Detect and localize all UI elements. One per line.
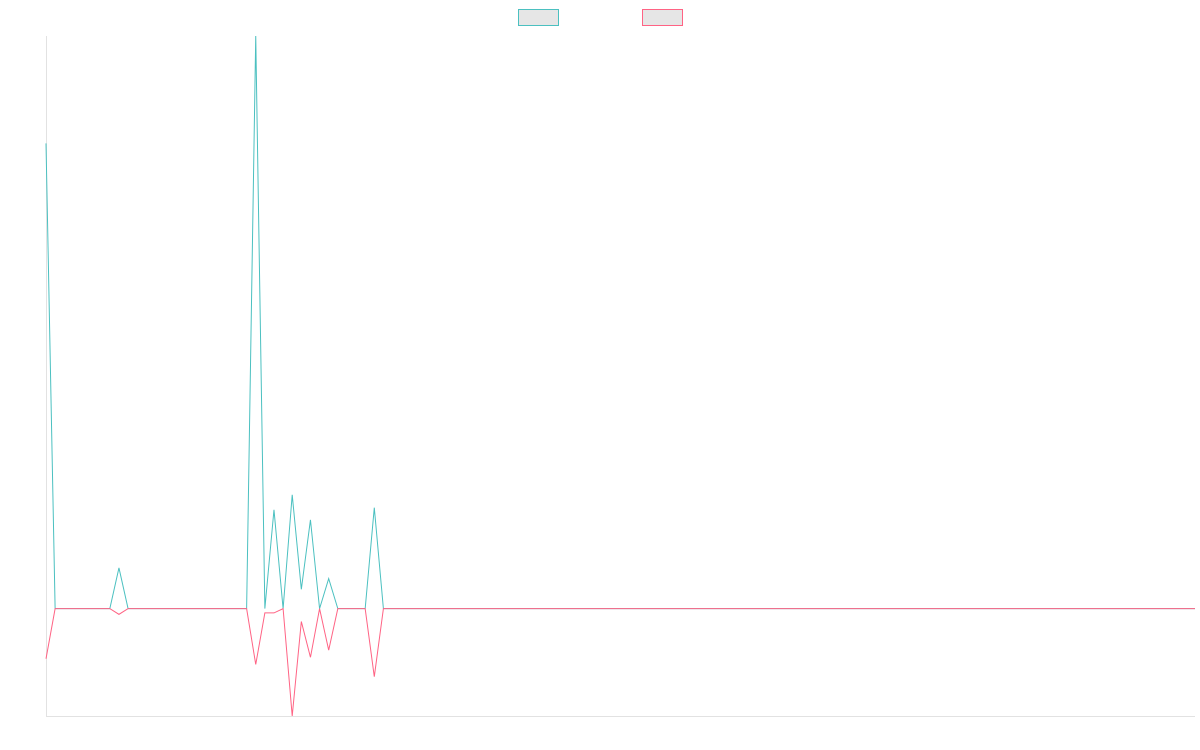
series-2-line <box>45 607 1195 717</box>
series-layer <box>45 35 1195 717</box>
axes <box>46 36 1195 717</box>
legend-swatch-series-1[interactable] <box>518 9 559 26</box>
legend-swatch-series-2[interactable] <box>642 9 683 26</box>
legend <box>518 9 683 26</box>
series-1-line <box>45 35 1195 610</box>
